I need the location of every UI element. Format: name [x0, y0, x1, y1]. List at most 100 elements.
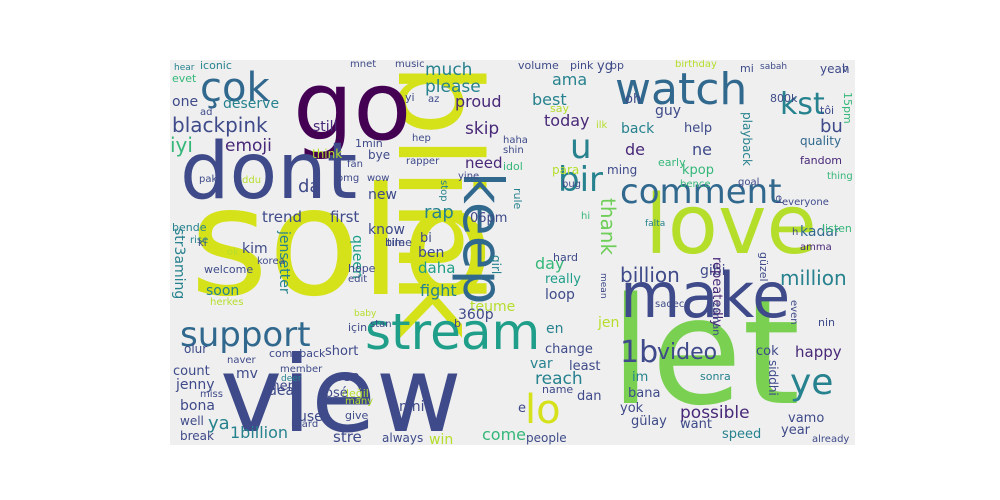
cloud-word: 15pm — [841, 92, 854, 124]
cloud-word: ad — [200, 107, 213, 118]
cloud-word: playback — [740, 112, 754, 166]
cloud-word: kst — [780, 87, 825, 122]
cloud-word: kpop — [682, 163, 714, 178]
cloud-word: çok — [200, 65, 270, 111]
cloud-word: yg — [597, 60, 613, 74]
cloud-word: ama — [552, 70, 588, 89]
cloud-word: skip — [465, 119, 500, 139]
cloud-word: jenny — [176, 377, 215, 393]
cloud-word: yeah — [820, 62, 850, 76]
cloud-word: year — [781, 423, 811, 438]
cloud-word: cok — [756, 344, 779, 359]
cloud-word: goal — [738, 177, 760, 188]
cloud-word: fan — [347, 159, 363, 170]
cloud-word: stream — [365, 303, 541, 361]
cloud-word: mi — [740, 62, 754, 75]
cloud-word: early — [658, 156, 686, 169]
cloud-word: rosé — [320, 386, 348, 401]
cloud-word: dear — [268, 383, 300, 399]
cloud-word: many — [345, 396, 374, 407]
cloud-word: 06pm — [470, 211, 508, 226]
cloud-word: h — [792, 227, 799, 238]
cloud-word: ki — [198, 238, 207, 249]
cloud-word: bye — [368, 148, 391, 162]
cloud-word: thing — [827, 171, 853, 182]
cloud-word: quality — [800, 134, 842, 148]
cloud-word: ddu — [242, 175, 262, 186]
cloud-word: dont — [180, 127, 358, 217]
cloud-word: evet — [172, 72, 197, 85]
cloud-word: solo — [190, 156, 494, 330]
cloud-word: reach — [535, 369, 583, 389]
word-cloud: solo view blink let love go dont make stream watc… — [170, 60, 855, 445]
cloud-word: 1b — [620, 335, 659, 370]
cloud-word: mean — [598, 273, 608, 299]
cloud-word: bu — [820, 116, 843, 137]
cloud-word: yi — [405, 91, 415, 104]
cloud-word: ming — [607, 163, 638, 177]
cloud-word: know — [368, 222, 405, 238]
cloud-word: listen — [822, 222, 852, 235]
cloud-word: stre — [333, 428, 362, 445]
cloud-word: en — [546, 321, 564, 337]
cloud-word: million — [780, 266, 847, 290]
cloud-word: see — [335, 369, 360, 385]
cloud-word: possible — [680, 403, 750, 423]
cloud-word: use — [298, 409, 323, 425]
cloud-word: even — [788, 300, 799, 325]
cloud-word: bir — [558, 160, 604, 200]
cloud-word: name — [542, 383, 574, 396]
cloud-word: make — [620, 259, 791, 332]
cloud-word: v — [842, 62, 849, 75]
cloud-word: nini — [399, 399, 425, 415]
cloud-word: ye — [790, 362, 834, 403]
cloud-word: still — [313, 119, 338, 135]
cloud-word: music — [395, 60, 425, 70]
cloud-word: para — [552, 163, 580, 177]
cloud-word: change — [545, 342, 593, 357]
cloud-word: e — [518, 401, 526, 416]
cloud-word: sonra — [700, 370, 731, 383]
cloud-word: bp — [610, 60, 624, 72]
cloud-word: guy — [655, 103, 682, 119]
cloud-word: speed — [722, 427, 762, 442]
cloud-word: str3aming — [171, 228, 187, 300]
cloud-word: yine — [458, 171, 480, 182]
cloud-word: mv — [236, 366, 258, 382]
cloud-word: please — [425, 77, 481, 97]
cloud-word: trend — [262, 208, 302, 226]
cloud-word: hard — [553, 251, 579, 264]
cloud-word: baby — [354, 309, 377, 319]
cloud-word: vamo — [788, 411, 825, 426]
cloud-word: well — [180, 414, 204, 428]
cloud-word: 360p — [458, 307, 494, 323]
cloud-word: rapper — [406, 156, 440, 167]
cloud-word: soon — [206, 283, 240, 299]
cloud-word: iyi — [170, 133, 193, 157]
cloud-word: rule — [511, 188, 524, 210]
cloud-word: lo — [525, 387, 561, 433]
cloud-word: nin — [818, 316, 835, 329]
cloud-word: back — [621, 121, 655, 137]
cloud-word: sadece — [655, 299, 691, 310]
cloud-word: count — [173, 364, 210, 379]
cloud-word: amma — [800, 242, 832, 253]
cloud-word: bi — [420, 231, 432, 246]
cloud-word: rap — [424, 202, 454, 223]
cloud-word: girl — [489, 255, 503, 275]
cloud-word: best — [532, 90, 567, 109]
cloud-word: proud — [455, 92, 502, 111]
cloud-word: edit — [348, 274, 368, 285]
cloud-word: hep — [412, 133, 431, 144]
cloud-word: az — [428, 94, 440, 105]
cloud-word: comment — [620, 172, 782, 212]
cloud-word: help — [684, 121, 713, 136]
cloud-word: mers — [267, 379, 300, 394]
cloud-word: rise — [190, 235, 209, 246]
cloud-word: loop — [545, 287, 575, 303]
cloud-word: support — [180, 315, 311, 355]
cloud-word: var — [530, 356, 553, 372]
cloud-word: stan — [370, 319, 392, 330]
cloud-word: haha — [503, 135, 528, 146]
cloud-word: bende — [172, 221, 207, 234]
